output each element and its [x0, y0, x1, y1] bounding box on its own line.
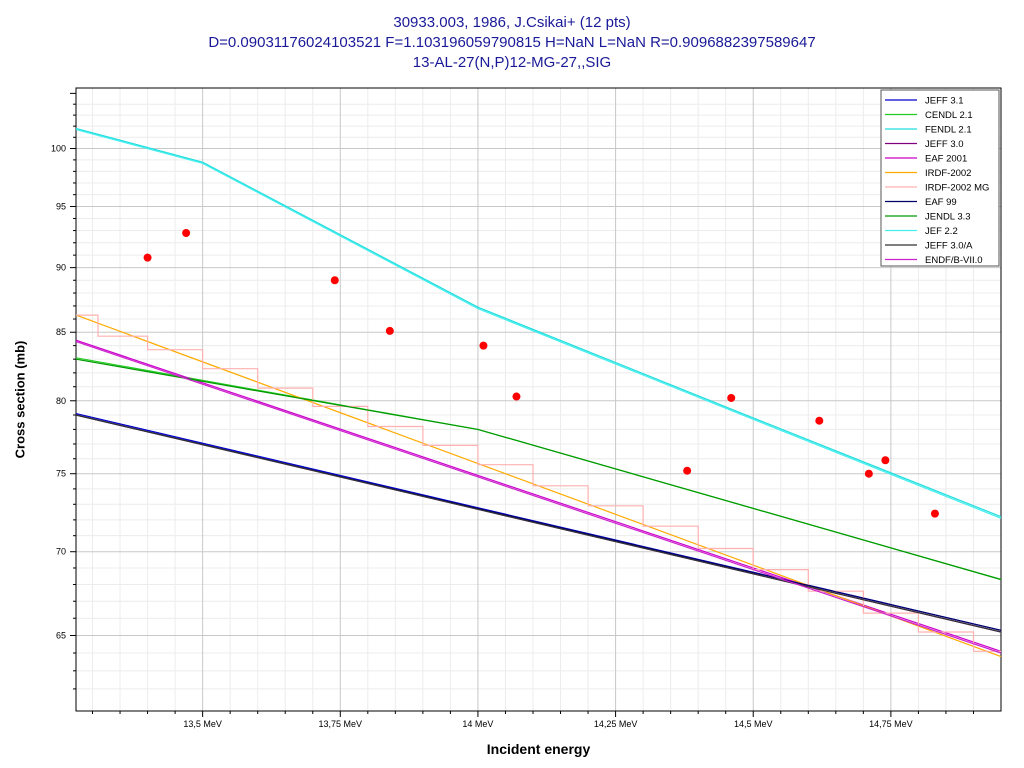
chart-subtitle-statistics: D=0.09031176024103521 F=1.10319605979081… — [208, 34, 816, 51]
legend-label: JENDL 3.3 — [925, 212, 971, 223]
x-axis-label: Incident energy — [486, 741, 591, 757]
legend-label: JEFF 3.0/A — [925, 241, 973, 252]
x-tick-label: 14 MeV — [462, 719, 493, 729]
data-point — [881, 456, 890, 465]
legend-label: EAF 2001 — [925, 154, 967, 165]
x-tick-label: 14,25 MeV — [594, 719, 638, 729]
x-tick-label: 13,75 MeV — [319, 719, 363, 729]
y-tick-label: 85 — [56, 327, 66, 337]
y-tick-label: 100 — [51, 144, 66, 154]
data-point — [330, 276, 339, 285]
x-tick-label: 14,5 MeV — [734, 719, 773, 729]
data-point — [683, 466, 692, 475]
data-point — [182, 228, 191, 237]
data-point — [143, 253, 152, 262]
y-axis-label: Cross section (mb) — [12, 340, 28, 459]
series-line-1 — [75, 357, 1002, 581]
series-line-8 — [75, 358, 1002, 581]
legend-label: ENDF/B-VII.0 — [925, 255, 983, 266]
legend-label: EAF 99 — [925, 197, 957, 208]
series-line-11 — [75, 341, 1002, 654]
x-tick-label: 14,75 MeV — [869, 719, 913, 729]
legend-label: FENDL 2.1 — [925, 125, 972, 136]
y-tick-label: 90 — [56, 263, 66, 273]
legend-label: CENDL 2.1 — [925, 110, 973, 121]
data-point — [385, 326, 394, 335]
legend-label: JEFF 3.0 — [925, 139, 964, 150]
y-tick-label: 70 — [56, 547, 66, 557]
series-line-6 — [76, 314, 1001, 652]
legend-label: JEF 2.2 — [925, 226, 958, 237]
y-tick-label: 80 — [56, 396, 66, 406]
data-point — [479, 341, 488, 350]
series-line-2 — [75, 127, 1002, 518]
legend-box — [880, 89, 1000, 267]
legend-label: JEFF 3.1 — [925, 96, 964, 107]
data-point — [727, 393, 736, 402]
data-point — [864, 469, 873, 478]
x-tick-label: 13,5 MeV — [183, 719, 222, 729]
series-line-10 — [75, 414, 1002, 633]
legend-label: IRDF-2002 — [925, 168, 971, 179]
data-point — [930, 509, 939, 518]
chart-subtitle-reaction: 13-AL-27(N,P)12-MG-27,,SIG — [412, 54, 612, 71]
y-tick-label: 95 — [56, 202, 66, 212]
data-point — [512, 392, 521, 401]
series-line-9 — [75, 128, 1002, 519]
chart-title: 30933.003, 1986, J.Csikai+ (12 pts) — [393, 14, 631, 31]
data-point — [815, 416, 824, 425]
legend-label: IRDF-2002 MG — [925, 183, 989, 194]
y-tick-label: 75 — [56, 469, 66, 479]
y-tick-label: 65 — [56, 630, 66, 640]
plot-frame — [75, 87, 1002, 712]
